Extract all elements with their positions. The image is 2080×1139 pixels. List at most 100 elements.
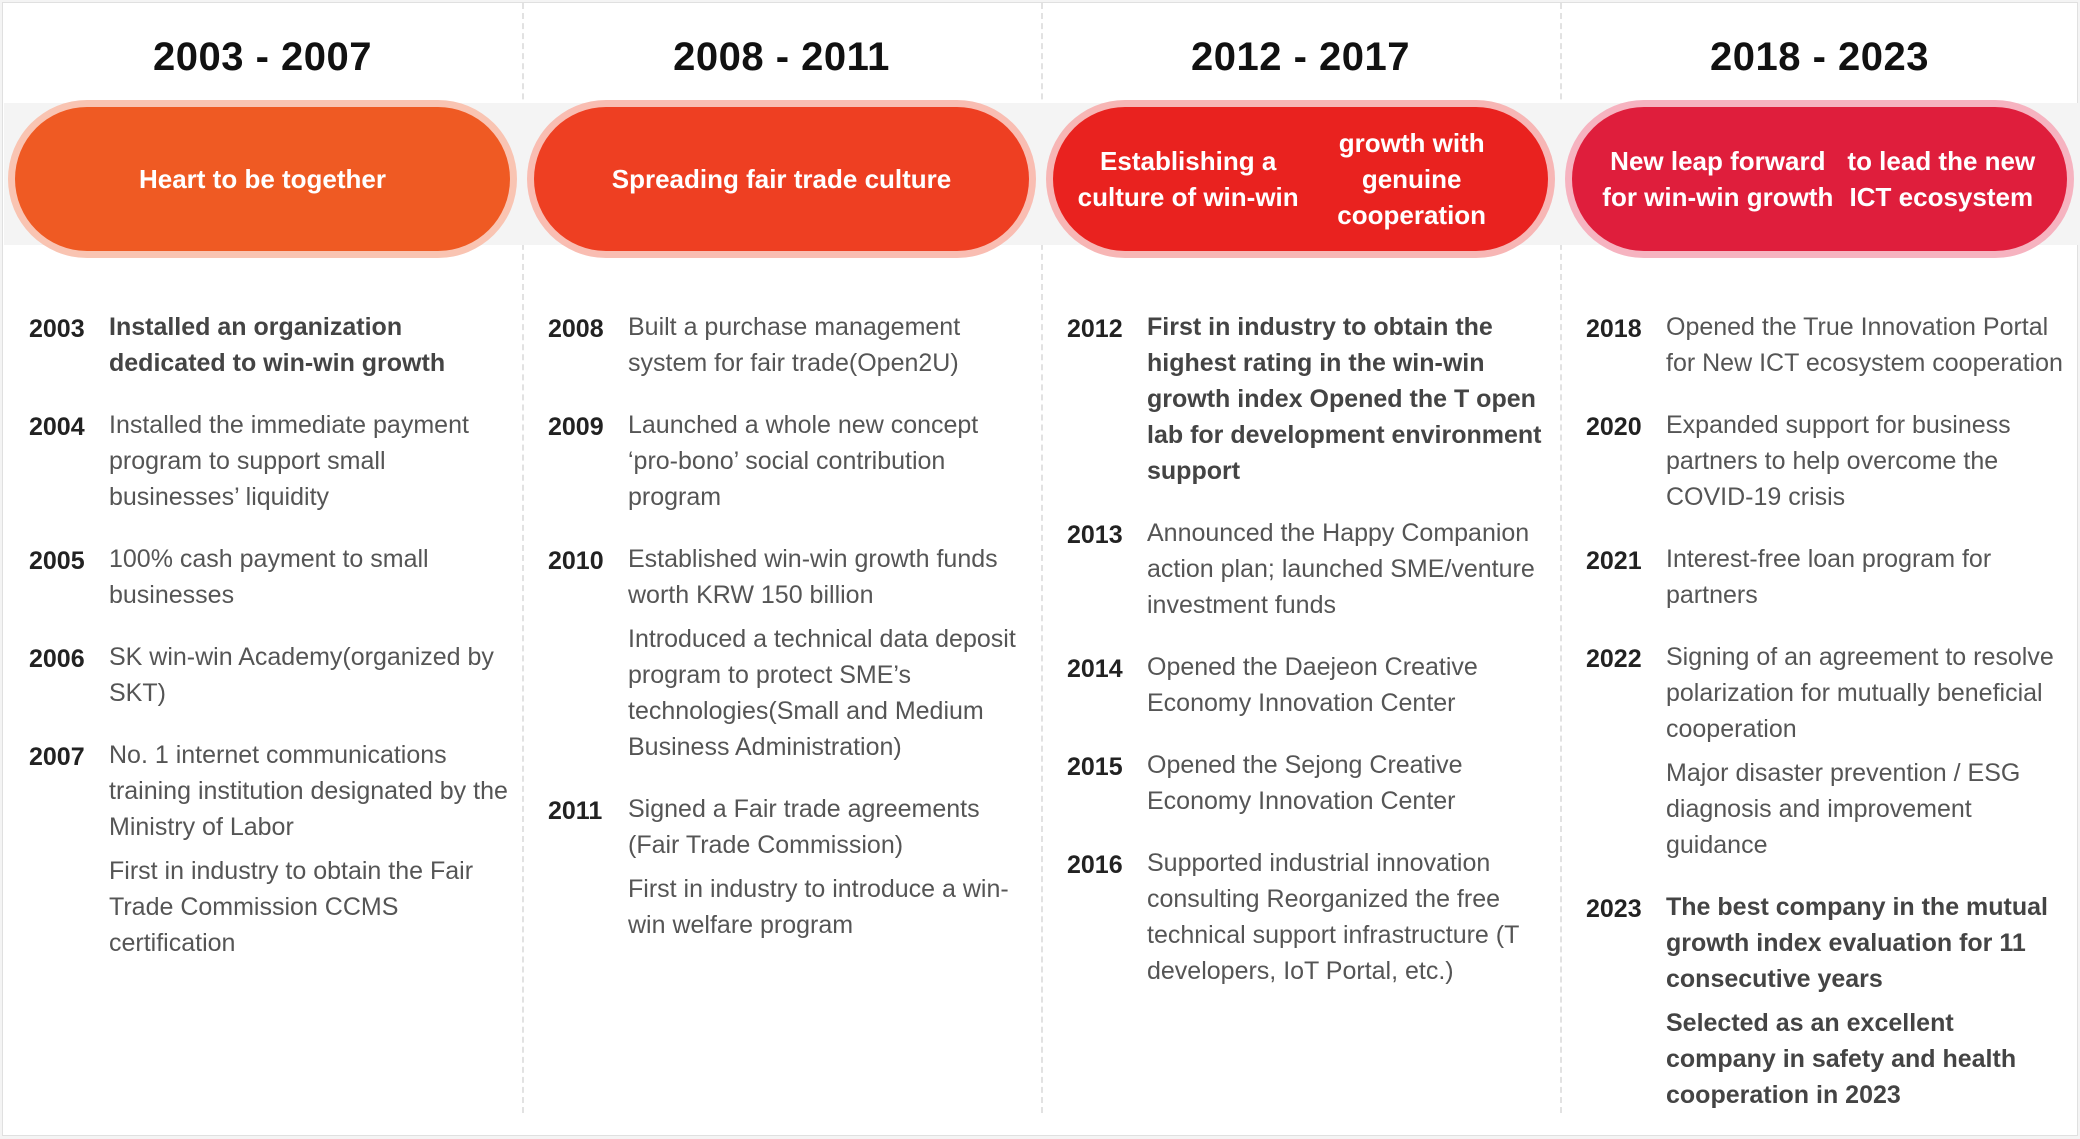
milestone-text: Signed a Fair trade agreements (Fair Tra…	[628, 795, 980, 859]
milestone-entry: 2016 Supported industrial innovation cons…	[1067, 845, 1547, 989]
milestone-text: Announced the Happy Companion action pla…	[1147, 519, 1535, 619]
milestone-descriptions: Expanded support for business partners t…	[1666, 407, 2066, 515]
milestone-text: The best company in the mutual growth in…	[1666, 893, 2048, 993]
milestone-descriptions: Signed a Fair trade agreements (Fair Tra…	[628, 791, 1028, 943]
milestone-descriptions: Interest-free loan program for partners	[1666, 541, 2066, 613]
milestone-text: Established win-win growth funds worth K…	[628, 545, 998, 609]
milestone-descriptions: No. 1 internet communications training i…	[109, 737, 509, 961]
milestone-text: SK win-win Academy(organized by SKT)	[109, 643, 494, 707]
milestone-descriptions: Supported industrial innovation consulti…	[1147, 845, 1547, 989]
milestone-year: 2003	[29, 315, 85, 343]
milestone-text: First in industry to obtain the Fair Tra…	[109, 857, 474, 957]
milestone-descriptions: SK win-win Academy(organized by SKT)	[109, 639, 509, 711]
milestone-entry: 2007 No. 1 internet communications traini…	[29, 737, 509, 961]
milestone-descriptions: The best company in the mutual growth in…	[1666, 889, 2066, 1113]
milestone-descriptions: Installed the immediate payment program …	[109, 407, 509, 515]
milestone-year: 2007	[29, 743, 85, 771]
milestone-descriptions: Built a purchase management system for f…	[628, 309, 1028, 381]
phase-title-pill: New leap forward for win-win growth to le…	[1572, 107, 2067, 251]
phase-title-pill: Spreading fair trade culture	[534, 107, 1029, 251]
timeline-column: 2018 - 2023 New leap forward for win-win …	[1560, 3, 2079, 1137]
milestone-year: 2013	[1067, 521, 1123, 549]
phase-title-line: growth with genuine cooperation	[1337, 128, 1487, 230]
milestone-entry: 2006 SK win-win Academy(organized by SKT)	[29, 639, 509, 711]
milestone-year: 2006	[29, 645, 85, 673]
milestone-year: 2004	[29, 413, 85, 441]
milestone-year: 2023	[1586, 895, 1642, 923]
milestone-entry: 2022 Signing of an agreement to resolve p…	[1586, 639, 2066, 863]
milestone-text: Opened the Sejong Creative Economy Innov…	[1147, 751, 1463, 815]
milestone-text: Supported industrial innovation consulti…	[1147, 849, 1519, 985]
phase-title-line: Establishing a culture of win-win	[1077, 146, 1299, 212]
milestone-text: Interest-free loan program for partners	[1666, 545, 1992, 609]
milestone-entry: 2003 Installed an organization dedicated …	[29, 309, 509, 381]
timeline-column: 2003 - 2007 Heart to be together 2003 Insta…	[3, 3, 523, 1137]
period-heading: 2012 - 2017	[1190, 35, 1410, 79]
milestone-descriptions: Installed an organization dedicated to w…	[109, 309, 509, 381]
milestone-list: 2003 Installed an organization dedicated …	[29, 309, 509, 987]
milestone-text: First in industry to obtain the highest …	[1147, 313, 1542, 485]
milestone-descriptions: Opened the True Innovation Portal for Ne…	[1666, 309, 2066, 381]
milestone-year: 2005	[29, 547, 85, 575]
milestone-year: 2012	[1067, 315, 1123, 343]
milestone-text: Opened the True Innovation Portal for Ne…	[1666, 313, 2063, 377]
phase-title-line: Heart to be together	[138, 164, 387, 194]
phase-title-pill: Establishing a culture of win-win growth …	[1053, 107, 1548, 251]
milestone-year: 2011	[548, 797, 603, 825]
milestone-list: 2018 Opened the True Innovation Portal fo…	[1586, 309, 2066, 1139]
milestone-entry: 2012 First in industry to obtain the high…	[1067, 309, 1547, 489]
milestone-entry: 2014 Opened the Daejeon Creative Economy …	[1067, 649, 1547, 721]
milestone-text: Signing of an agreement to resolve polar…	[1666, 643, 2054, 743]
milestone-text: Major disaster prevention / ESG diagnosi…	[1666, 759, 2021, 859]
milestone-entry: 2004 Installed the immediate payment prog…	[29, 407, 509, 515]
milestone-text: No. 1 internet communications training i…	[109, 741, 508, 841]
phase-title-line: New leap forward for win-win growth	[1602, 146, 1834, 212]
milestone-text: Introduced a technical data deposit prog…	[628, 625, 1016, 761]
phase-title-pill: Heart to be together	[15, 107, 510, 251]
milestone-entry: 2008 Built a purchase management system f…	[548, 309, 1028, 381]
milestone-year: 2014	[1067, 655, 1123, 683]
milestone-entry: 2021 Interest-free loan program for partn…	[1586, 541, 2066, 613]
milestone-text: Expanded support for business partners t…	[1666, 411, 2011, 511]
phase-title-line: to lead the new ICT ecosystem	[1847, 146, 2036, 212]
phase-title-line: Spreading fair trade culture	[611, 164, 952, 194]
milestone-year: 2020	[1586, 413, 1642, 441]
period-heading: 2003 - 2007	[152, 35, 372, 79]
milestone-text: Selected as an excellent company in safe…	[1666, 1009, 2017, 1109]
milestone-descriptions: Signing of an agreement to resolve polar…	[1666, 639, 2066, 863]
milestone-descriptions: Opened the Sejong Creative Economy Innov…	[1147, 747, 1547, 819]
milestone-descriptions: First in industry to obtain the highest …	[1147, 309, 1547, 489]
milestone-year: 2009	[548, 413, 604, 441]
period-heading: 2018 - 2023	[1709, 35, 1929, 79]
milestone-year: 2010	[548, 547, 604, 575]
timeline-grid: 2003 - 2007 Heart to be together 2003 Insta…	[3, 3, 2079, 1137]
timeline-column: 2008 - 2011 Spreading fair trade culture 2…	[522, 3, 1041, 1137]
milestone-descriptions: Opened the Daejeon Creative Economy Inno…	[1147, 649, 1547, 721]
milestone-entry: 2020 Expanded support for business partne…	[1586, 407, 2066, 515]
milestone-year: 2016	[1067, 851, 1123, 879]
milestone-entry: 2011 Signed a Fair trade agreements (Fair…	[548, 791, 1028, 943]
milestone-entry: 2010 Established win-win growth funds wor…	[548, 541, 1028, 765]
milestone-entry: 2023 The best company in the mutual growt…	[1586, 889, 2066, 1113]
milestone-text: Opened the Daejeon Creative Economy Inno…	[1147, 653, 1478, 717]
milestone-entry: 2009 Launched a whole new concept ‘pro-bo…	[548, 407, 1028, 515]
milestone-text: Launched a whole new concept ‘pro-bono’ …	[628, 411, 979, 511]
milestone-descriptions: Launched a whole new concept ‘pro-bono’ …	[628, 407, 1028, 515]
timeline-column: 2012 - 2017 Establishing a culture of win…	[1041, 3, 1560, 1137]
milestone-descriptions: 100% cash payment to small businesses	[109, 541, 509, 613]
milestone-descriptions: Announced the Happy Companion action pla…	[1147, 515, 1547, 623]
milestone-entry: 2018 Opened the True Innovation Portal fo…	[1586, 309, 2066, 381]
milestone-list: 2012 First in industry to obtain the high…	[1067, 309, 1547, 1015]
milestone-entry: 2015 Opened the Sejong Creative Economy I…	[1067, 747, 1547, 819]
milestone-text: 100% cash payment to small businesses	[109, 545, 429, 609]
milestone-descriptions: Established win-win growth funds worth K…	[628, 541, 1028, 765]
milestone-text: Built a purchase management system for f…	[628, 313, 961, 377]
milestone-entry: 2005 100% cash payment to small businesse…	[29, 541, 509, 613]
milestone-text: First in industry to introduce a win-win…	[628, 875, 1009, 939]
milestone-year: 2015	[1067, 753, 1123, 781]
milestone-year: 2021	[1586, 547, 1642, 575]
milestone-text: Installed an organization dedicated to w…	[109, 313, 446, 377]
milestone-text: Installed the immediate payment program …	[109, 411, 469, 511]
milestone-year: 2018	[1586, 315, 1642, 343]
